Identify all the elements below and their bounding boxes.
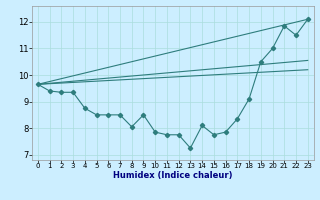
X-axis label: Humidex (Indice chaleur): Humidex (Indice chaleur) (113, 171, 233, 180)
